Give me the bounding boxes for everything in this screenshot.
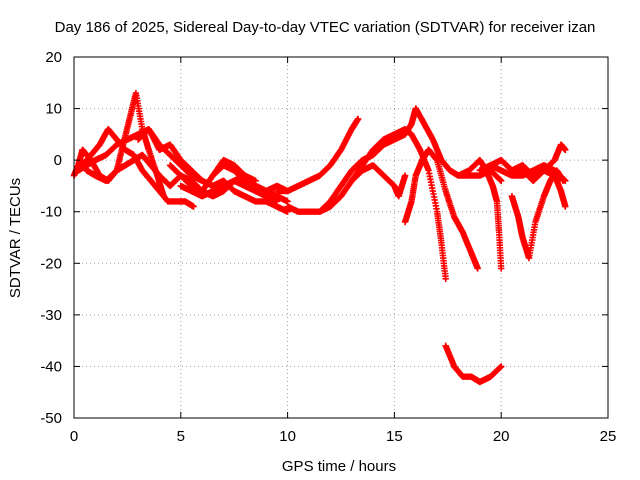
- axis-ticks: 0 5 10 15 20 25 -50 -40 -30 -20 -10 0 10 20: [40, 49, 616, 445]
- x-tick-label: 20: [493, 428, 510, 445]
- x-axis-label: GPS time / hours: [282, 458, 396, 475]
- y-tick-label: -20: [40, 255, 62, 272]
- data-point-markers: [455, 156, 505, 272]
- y-axis-label: SDTVAR / TECUs: [7, 178, 24, 298]
- y-tick-label: -10: [40, 204, 62, 221]
- y-tick-label: -30: [40, 307, 62, 324]
- data-point-markers: [442, 342, 505, 386]
- data-point-markers: [401, 146, 481, 272]
- data-point-markers: [476, 162, 569, 184]
- series-track-h: [209, 156, 291, 205]
- series-track-m: [401, 146, 481, 272]
- data-points: [70, 89, 569, 386]
- series-track-i: [273, 115, 362, 195]
- y-tick-label: -50: [40, 410, 62, 427]
- data-point-markers: [508, 162, 569, 210]
- series-track-s: [508, 162, 569, 210]
- data-point-markers: [209, 156, 291, 205]
- series-track-e: [134, 126, 291, 215]
- x-tick-label: 25: [600, 428, 617, 445]
- y-tick-label: 10: [45, 101, 62, 118]
- grid-lines: [74, 57, 608, 418]
- plot-frame: [73, 56, 609, 419]
- series-track-t: [476, 162, 569, 184]
- y-tick-label: 20: [45, 49, 62, 66]
- data-point-markers: [134, 126, 291, 215]
- series-track-o: [442, 342, 505, 386]
- series-track-p: [455, 156, 505, 272]
- x-tick-label: 0: [70, 428, 78, 445]
- x-tick-label: 10: [279, 428, 296, 445]
- x-tick-label: 15: [386, 428, 403, 445]
- y-tick-label: -40: [40, 358, 62, 375]
- data-point-markers: [348, 126, 449, 282]
- y-tick-label: 0: [54, 152, 62, 169]
- series-track-l: [348, 126, 449, 282]
- x-tick-label: 5: [177, 428, 185, 445]
- data-point-markers: [273, 115, 362, 195]
- chart-title: Day 186 of 2025, Sidereal Day-to-day VTE…: [55, 19, 596, 36]
